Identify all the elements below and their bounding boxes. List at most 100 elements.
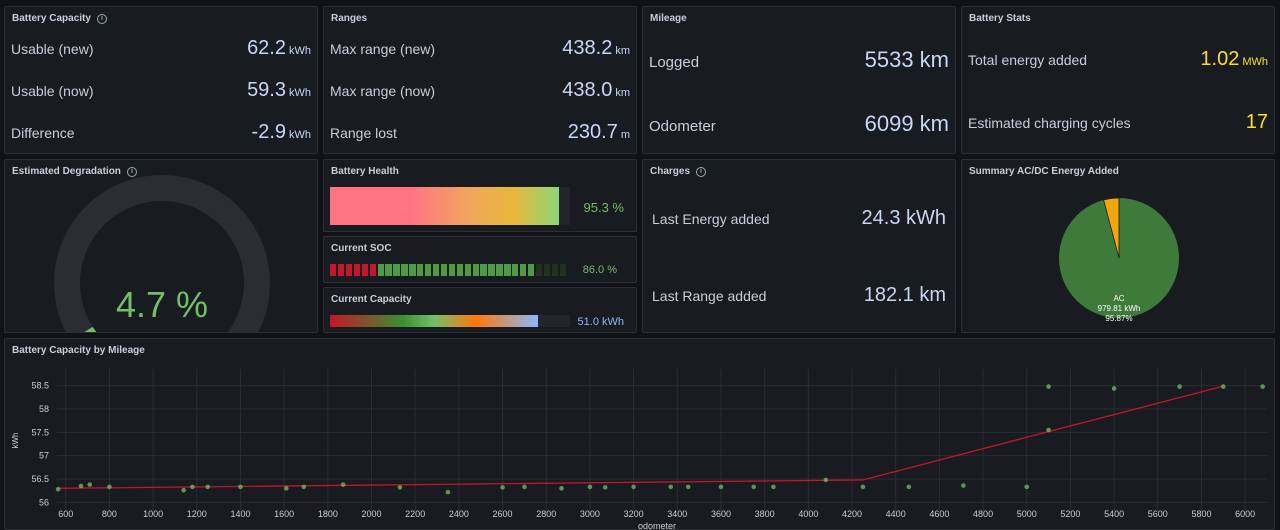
x-tick-label: 1200 — [187, 509, 207, 519]
capacity-mileage-chart: 600 800 1000 1200 1400 1600 1800 2000 2200 2400 26… — [11, 369, 1267, 529]
data-point — [602, 485, 608, 490]
y-axis-label: kWh — [11, 433, 20, 449]
data-point — [1111, 386, 1117, 391]
x-tick-label: 2600 — [493, 509, 513, 519]
y-tick-label: 57.5 — [31, 427, 49, 437]
stat-row: Usable (new) 62.2 kWh — [11, 37, 311, 60]
x-tick-label: 2800 — [536, 509, 556, 519]
data-point — [87, 482, 93, 487]
stat-value: 182.1 km — [863, 284, 946, 306]
x-tick-label: 5800 — [1191, 509, 1211, 519]
stat-value: 24.3 kWh — [861, 207, 946, 229]
info-icon[interactable]: i — [126, 166, 137, 177]
panel-title: Battery Health — [331, 166, 399, 177]
soc-segment — [520, 264, 527, 276]
panel-title: Current SOC — [331, 243, 392, 254]
data-point — [1046, 384, 1051, 389]
y-tick-label: 56.5 — [31, 474, 49, 484]
stat-label: Usable (new) — [11, 41, 94, 57]
mileage-panel: Mileage Logged 5533 km Odometer 6099 km — [642, 6, 956, 154]
x-tick-label: 5200 — [1060, 509, 1080, 519]
stat-label: Max range (now) — [330, 83, 436, 99]
soc-segment — [535, 264, 543, 276]
current-soc-panel: Current SOC 86.0 % — [323, 236, 637, 283]
stat-row: Last Range added 182.1 km — [652, 284, 946, 307]
soc-segment — [417, 264, 424, 276]
x-tick-label: 4800 — [973, 509, 993, 519]
stat-value: 230.7 m — [567, 121, 630, 143]
degradation-gauge — [54, 175, 270, 332]
stat-value: 5533 km — [864, 47, 949, 72]
data-point — [500, 485, 505, 490]
data-point — [668, 484, 674, 490]
data-point — [751, 484, 757, 490]
stat-label: Range lost — [330, 125, 397, 141]
data-point — [771, 484, 776, 490]
soc-segment — [432, 264, 440, 276]
data-point — [1260, 384, 1265, 389]
soc-segment — [504, 264, 511, 276]
data-point — [1046, 427, 1051, 433]
panel-title: Charges — [650, 166, 691, 177]
data-point — [445, 489, 451, 495]
data-point — [397, 485, 403, 490]
soc-segment — [551, 264, 559, 276]
panel-title: Summary AC/DC Energy Added — [969, 166, 1119, 177]
current-capacity-bar — [330, 315, 570, 327]
info-icon[interactable]: i — [696, 166, 707, 177]
x-tick-label: 3200 — [624, 509, 644, 519]
x-tick-label: 3800 — [755, 509, 775, 519]
soc-segment — [409, 264, 416, 276]
stat-value: 17 — [1245, 111, 1268, 133]
trend-line — [58, 385, 1224, 489]
stat-row: Odometer 6099 km — [649, 111, 949, 137]
panel-title: Estimated Degradation — [12, 166, 121, 177]
data-point — [906, 484, 912, 490]
x-tick-label: 5000 — [1017, 509, 1037, 519]
stat-value: 59.3 kWh — [247, 79, 311, 101]
stat-value: 438.0 km — [562, 79, 630, 101]
current-soc-value: 86.0 % — [582, 264, 617, 276]
x-tick-label: 800 — [102, 509, 117, 519]
data-point — [559, 486, 564, 491]
x-tick-label: 4200 — [842, 509, 862, 519]
battery-stats-panel: Battery Stats Total energy added 1.02 MWh … — [961, 6, 1275, 154]
y-tick-label: 56 — [39, 497, 49, 507]
data-point — [823, 477, 829, 483]
summary-panel: Summary AC/DC Energy Added AC 979.81 kWh… — [961, 159, 1275, 333]
stat-value: -2.9 kWh — [251, 121, 311, 143]
x-tick-label: 1400 — [230, 509, 250, 519]
soc-segment — [527, 264, 535, 276]
data-point — [860, 484, 866, 490]
stat-label: Odometer — [649, 118, 716, 135]
soc-segment — [456, 264, 464, 276]
battery-health-value: 95.3 % — [583, 200, 624, 215]
stat-value: 6099 km — [864, 111, 949, 136]
stat-label: Last Energy added — [652, 211, 770, 227]
stat-row: Total energy added 1.02 MWh — [968, 48, 1268, 71]
pie-slice-percent: 95.87% — [1105, 314, 1132, 323]
stat-row: Estimated charging cycles 17 — [968, 111, 1268, 134]
info-icon[interactable]: i — [96, 13, 107, 24]
battery-health-fill — [330, 187, 559, 225]
x-tick-label: 2200 — [405, 509, 425, 519]
data-point — [1221, 384, 1226, 389]
data-point — [190, 484, 195, 490]
stat-label: Usable (now) — [11, 83, 94, 99]
soc-segment — [385, 264, 392, 276]
mileage-chart-panel: Battery Capacity by Mileage 600 800 1000 12… — [4, 338, 1275, 530]
x-tick-label: 5600 — [1148, 509, 1168, 519]
current-capacity-fill — [330, 315, 538, 327]
x-tick-label: 5400 — [1104, 509, 1124, 519]
stat-row: Max range (now) 438.0 km — [330, 79, 630, 102]
panel-title: Battery Stats — [969, 13, 1031, 24]
pie-slice-dc — [1103, 197, 1120, 259]
x-tick-label: 4400 — [886, 509, 906, 519]
soc-segment — [353, 264, 361, 276]
panel-title: Battery Capacity — [12, 13, 91, 24]
soc-segment — [559, 264, 566, 276]
battery-capacity-panel: Battery Capacity i Usable (new) 62.2 kWh Us… — [4, 6, 318, 154]
data-point — [340, 482, 346, 487]
data-point — [78, 483, 84, 489]
stat-label: Estimated charging cycles — [968, 115, 1131, 131]
